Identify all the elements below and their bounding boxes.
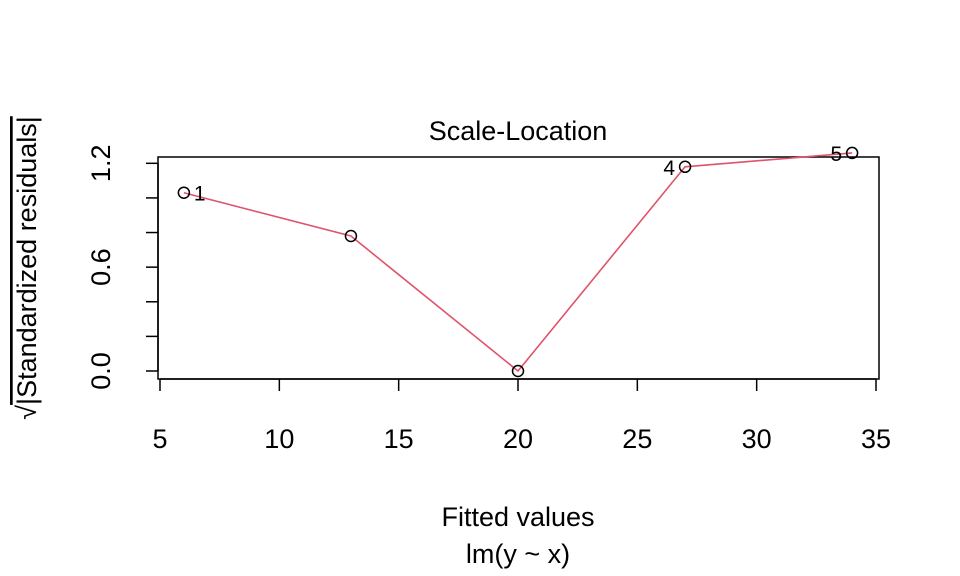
x-tick-label: 10 — [264, 424, 294, 454]
y-tick-label: 0.6 — [86, 248, 116, 286]
y-axis-label-group: √|Standardized residuals| — [12, 116, 42, 420]
series-layer: 1 4 5 — [177, 143, 859, 378]
x-axis: 5 10 15 20 25 30 35 — [152, 378, 891, 454]
chart-subtitle: lm(y ~ x) — [466, 539, 570, 569]
data-point — [845, 146, 859, 160]
point-label: 1 — [194, 183, 206, 206]
point-label: 5 — [830, 143, 842, 166]
y-tick-label: 1.2 — [86, 145, 116, 183]
series-line — [183, 152, 853, 373]
x-axis-label: Fitted values — [441, 502, 594, 532]
y-axis: 0.0 0.6 1.2 — [86, 145, 159, 390]
x-tick-label: 30 — [742, 424, 772, 454]
y-axis-label-radical: √ — [12, 405, 42, 420]
y-axis-label: √|Standardized residuals| — [12, 116, 42, 420]
x-tick-label: 15 — [384, 424, 414, 454]
data-point — [177, 186, 191, 199]
x-tick-label: 20 — [503, 424, 533, 454]
x-tick-label: 35 — [861, 424, 891, 454]
data-point — [511, 364, 525, 378]
data-point — [344, 229, 358, 243]
y-tick-label: 0.0 — [86, 352, 116, 390]
chart-title: Scale-Location — [429, 116, 608, 146]
y-axis-label-text: |Standardized residuals| — [12, 116, 42, 405]
x-tick-label: 25 — [622, 424, 652, 454]
x-tick-label: 5 — [152, 424, 167, 454]
point-label: 4 — [663, 157, 675, 180]
plot-frame — [157, 156, 880, 380]
data-point — [678, 160, 692, 174]
